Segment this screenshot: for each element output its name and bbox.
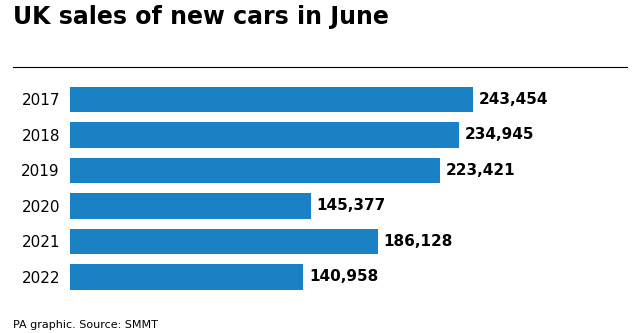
- Text: 234,945: 234,945: [465, 128, 534, 143]
- Text: UK sales of new cars in June: UK sales of new cars in June: [13, 5, 388, 29]
- Bar: [70, 158, 440, 183]
- Text: 186,128: 186,128: [384, 234, 453, 249]
- Text: 223,421: 223,421: [445, 163, 515, 178]
- Bar: [70, 193, 310, 219]
- Bar: [70, 264, 303, 290]
- Text: 145,377: 145,377: [316, 198, 386, 213]
- Text: 140,958: 140,958: [309, 269, 378, 284]
- Bar: [70, 87, 473, 112]
- Text: 243,454: 243,454: [479, 92, 548, 107]
- Bar: [70, 228, 378, 254]
- Bar: [70, 122, 459, 148]
- Text: PA graphic. Source: SMMT: PA graphic. Source: SMMT: [13, 320, 157, 330]
